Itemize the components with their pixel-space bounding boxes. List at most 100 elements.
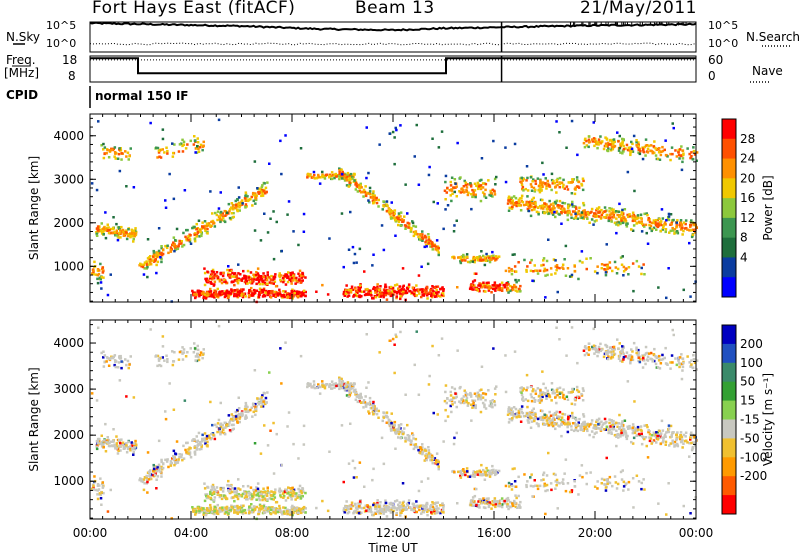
power-echo [393,212,396,215]
power-echo [298,278,301,281]
power-echo [109,149,112,153]
power-echo [372,196,375,199]
power-echo [576,211,579,214]
power-echo [608,207,611,210]
velocity-echo [376,501,379,505]
power-echo [660,220,663,223]
velocity-echo [484,474,488,477]
power-echo [247,199,250,203]
power-echo [271,289,274,293]
velocity-echo [434,459,438,462]
power-echo [97,229,100,232]
power-echo [90,182,94,185]
velocity-echo [120,442,123,446]
power-echo [526,195,529,198]
power-echo [605,243,608,246]
velocity-echo [466,475,470,478]
power-echo [688,229,691,232]
power-echo [212,221,215,224]
power-echo [420,295,423,299]
power-echo [654,154,658,157]
velocity-echo [254,489,257,492]
power-echo [510,288,514,292]
power-echo [664,153,668,157]
power-echo [637,148,640,151]
power-echo [262,279,265,283]
power-echo [384,293,388,297]
power-echo [433,295,437,298]
power-echo [459,260,462,263]
power-echo [442,288,445,291]
velocity-echo [240,411,244,415]
power-echo [363,293,367,297]
velocity-echo [209,496,212,500]
velocity-echo [206,485,209,489]
power-echo [506,202,510,205]
power-echo [425,245,428,248]
power-echo [610,145,614,149]
power-echo [493,281,497,284]
power-echo [160,246,163,250]
velocity-echo [151,473,154,477]
power-echo [641,148,645,152]
power-echo [428,291,431,294]
velocity-echo [216,503,219,507]
velocity-echo [478,394,481,398]
power-echo [293,291,296,295]
velocity-echo [505,499,508,503]
power-echo [347,291,350,294]
velocity-echo [128,363,131,366]
power-echo [441,292,445,295]
velocity-echo [212,486,215,489]
velocity-echo [473,473,476,476]
power-echo [218,280,222,283]
power-echo [366,287,369,291]
velocity-echo [203,440,207,443]
power-echo [376,283,379,286]
power-echo [169,248,172,252]
velocity-echo [469,393,473,397]
power-echo [206,270,209,273]
velocity-echo [257,403,261,406]
power-echo [576,179,579,182]
power-echo [574,212,577,215]
power-echo [432,286,435,289]
power-echo [328,174,331,178]
velocity-echo [161,466,165,470]
power-echo [112,216,115,219]
power-echo [507,291,510,294]
velocity-echo [263,392,266,395]
power-echo [423,291,427,294]
power-echo [536,269,539,272]
velocity-echo [250,497,253,501]
power-echo [597,138,601,141]
power-echo [476,181,480,185]
power-echo [554,215,557,219]
velocity-echo [221,490,225,493]
power-echo [464,181,468,184]
power-echo [268,281,272,284]
power-echo [476,258,479,262]
power-echo [555,179,559,182]
velocity-echo [384,499,387,502]
power-echo [211,276,215,280]
power-echo [371,199,375,202]
velocity-echo [244,417,247,420]
power-echo [118,227,121,230]
velocity-echo [252,491,256,494]
power-echo [596,271,599,275]
power-echo [119,149,123,152]
power-echo [520,176,523,180]
power-echo [483,192,486,196]
velocity-echo [390,421,393,425]
power-echo [682,229,685,233]
power-echo [501,287,504,290]
power-echo [613,260,617,264]
velocity-echo [353,389,356,392]
power-echo [558,213,561,216]
power-echo [481,258,485,261]
power-echo [444,208,447,211]
power-echo [376,293,379,297]
power-echo [437,290,440,294]
velocity-echo [496,471,499,474]
